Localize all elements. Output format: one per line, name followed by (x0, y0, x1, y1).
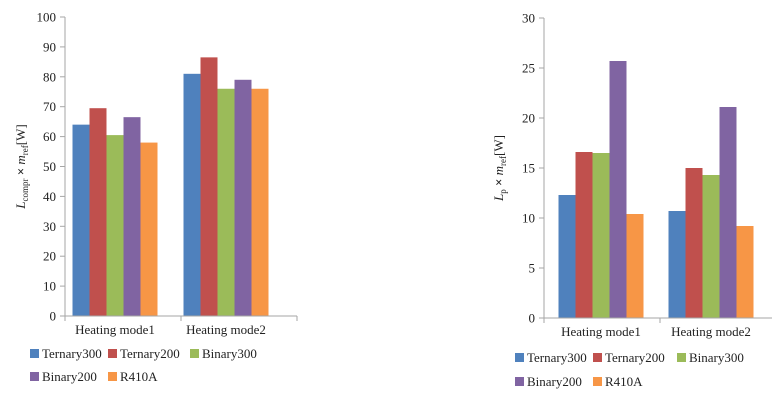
chart-pump-work: 0 5 10 15 20 25 30 Heating mode1 Heating mode2 Lp… (491, 11, 772, 389)
y-axis-title: Lp × mref[W] (491, 135, 508, 202)
legend: Ternary300 Ternary200 Binary300 Binary200 R4… (30, 346, 257, 384)
y-tick-label: 100 (37, 10, 57, 25)
bar-r410a-heating-mode1 (626, 214, 644, 318)
y-tick-label: 15 (522, 161, 535, 176)
y-axis-title: Lcompr × mref[W] (13, 124, 30, 209)
legend-swatch-binary300 (677, 353, 686, 362)
bar-binary300-heating-mode1 (106, 135, 124, 316)
bar-ternary300-heating-mode1 (558, 195, 576, 318)
y-tick-label: 90 (43, 39, 56, 54)
legend-swatch-ternary300 (30, 349, 39, 358)
bar-binary200-heating-mode1 (123, 117, 141, 316)
bar-binary300-heating-mode2 (702, 175, 720, 318)
chart-compressor-work: 0 10 20 30 40 50 60 70 80 90 100 Heating mode1 Heati… (13, 10, 298, 384)
y-tick-label: 80 (43, 69, 56, 84)
legend-label-ternary200: Ternary200 (120, 346, 180, 361)
y-tick-label: 0 (529, 311, 536, 326)
legend-label-binary200: Binary200 (527, 374, 582, 389)
bar-binary200-heating-mode1 (609, 61, 627, 318)
category-label: Heating mode1 (75, 322, 155, 337)
bar-ternary300-heating-mode1 (72, 124, 90, 316)
bar-binary300-heating-mode1 (592, 153, 610, 318)
legend: Ternary300 Ternary200 Binary300 Binary200 R4… (515, 350, 744, 389)
bar-ternary200-heating-mode1 (575, 152, 593, 318)
bar-ternary200-heating-mode1 (89, 108, 107, 316)
category-label: Heating mode1 (561, 324, 641, 339)
y-tick-label: 10 (522, 211, 535, 226)
legend-label-binary300: Binary300 (689, 350, 744, 365)
legend-swatch-ternary300 (515, 353, 524, 362)
bar-ternary200-heating-mode2 (685, 168, 703, 318)
legend-swatch-ternary200 (108, 349, 117, 358)
legend-label-binary200: Binary200 (42, 369, 97, 384)
y-tick-label: 30 (522, 11, 535, 26)
y-tick-label: 25 (522, 61, 535, 76)
y-tick-label: 10 (43, 279, 56, 294)
bar-binary200-heating-mode2 (719, 107, 737, 318)
legend-swatch-binary200 (30, 372, 39, 381)
legend-label-r410a: R410A (120, 369, 158, 384)
bar-r410a-heating-mode2 (736, 226, 754, 318)
y-tick-label: 40 (43, 189, 56, 204)
category-label: Heating mode2 (671, 324, 751, 339)
legend-label-ternary300: Ternary300 (42, 346, 102, 361)
bar-binary200-heating-mode2 (234, 79, 252, 316)
y-tick-label: 50 (43, 159, 56, 174)
y-tick-label: 60 (43, 129, 56, 144)
category-label: Heating mode2 (186, 322, 266, 337)
legend-label-r410a: R410A (605, 374, 643, 389)
bar-ternary300-heating-mode2 (668, 211, 686, 318)
y-tick-label: 5 (529, 261, 536, 276)
y-tick-label: 0 (50, 309, 57, 324)
legend-swatch-r410a (593, 377, 602, 386)
y-tick-label: 30 (43, 219, 56, 234)
legend-label-ternary300: Ternary300 (527, 350, 587, 365)
legend-swatch-ternary200 (593, 353, 602, 362)
bar-r410a-heating-mode2 (251, 88, 269, 316)
bar-binary300-heating-mode2 (217, 88, 235, 316)
legend-label-binary300: Binary300 (202, 346, 257, 361)
bar-ternary200-heating-mode2 (200, 57, 218, 317)
y-tick-label: 70 (43, 99, 56, 114)
y-tick-label: 20 (43, 249, 56, 264)
legend-swatch-binary300 (190, 349, 199, 358)
legend-swatch-binary200 (515, 377, 524, 386)
legend-swatch-r410a (108, 372, 117, 381)
y-tick-label: 20 (522, 111, 535, 126)
legend-label-ternary200: Ternary200 (605, 350, 665, 365)
bar-r410a-heating-mode1 (140, 142, 158, 316)
bar-ternary300-heating-mode2 (183, 73, 201, 316)
